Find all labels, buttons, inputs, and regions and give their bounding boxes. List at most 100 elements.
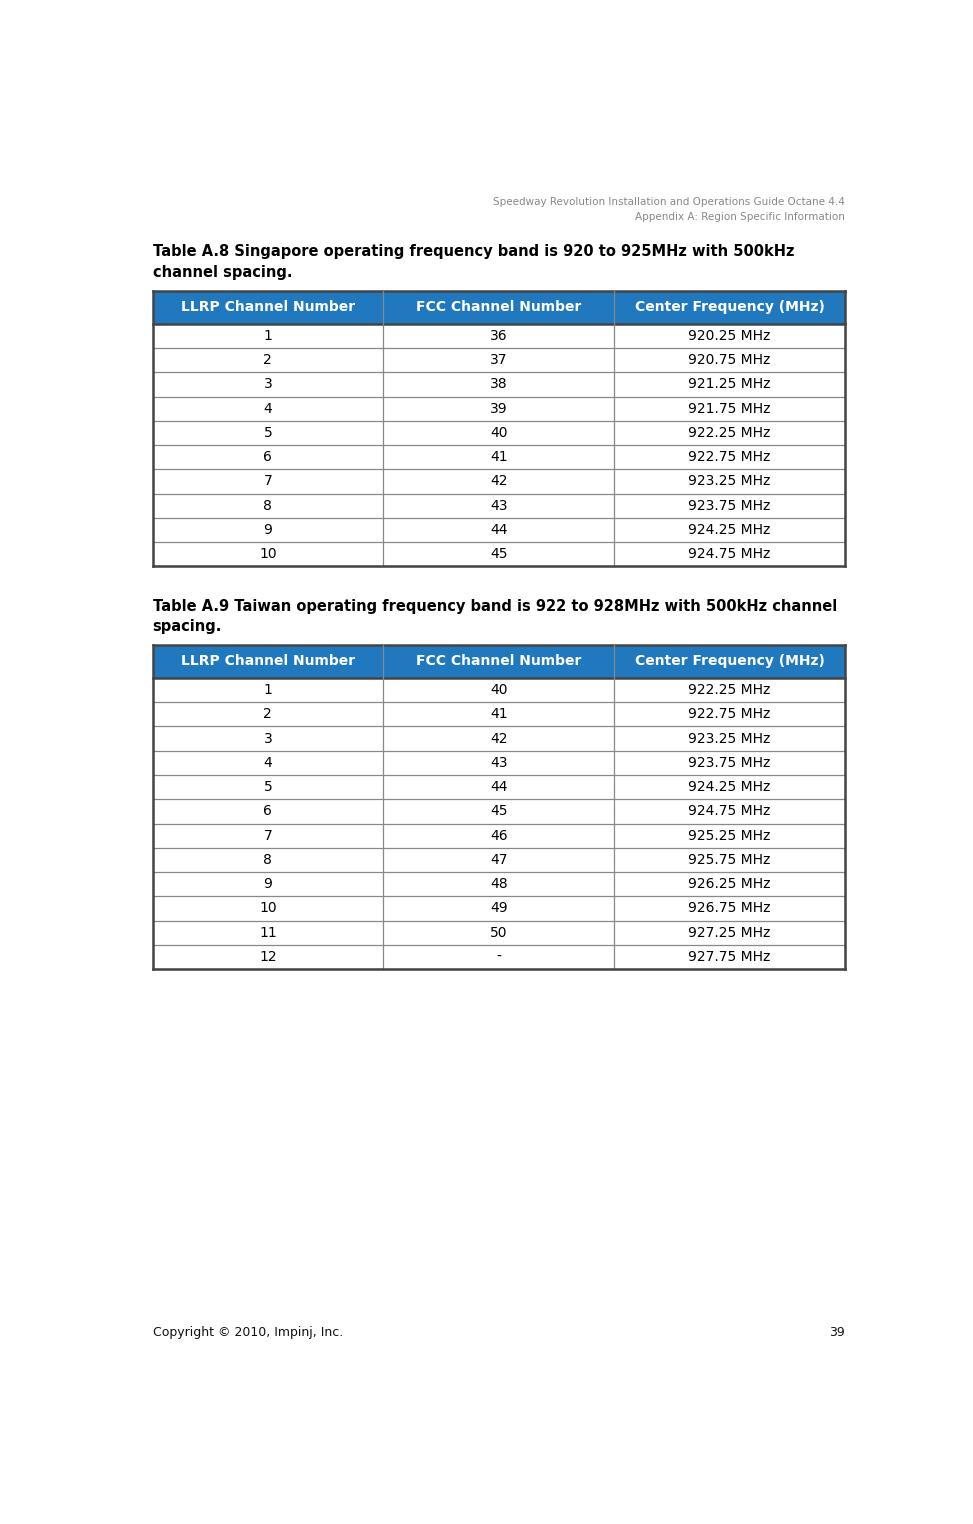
Text: 10: 10 — [259, 547, 276, 561]
Text: 923.75 MHz: 923.75 MHz — [688, 756, 771, 770]
Text: 3: 3 — [264, 378, 272, 392]
Text: -: - — [496, 949, 501, 963]
Text: 923.25 MHz: 923.25 MHz — [688, 474, 771, 489]
Text: 925.75 MHz: 925.75 MHz — [688, 853, 771, 867]
Text: 38: 38 — [489, 378, 508, 392]
Bar — [153, 494, 845, 518]
Text: 40: 40 — [490, 683, 507, 696]
Text: Center Frequency (MHz): Center Frequency (MHz) — [634, 654, 824, 669]
Text: 921.75 MHz: 921.75 MHz — [688, 402, 771, 416]
Bar — [153, 421, 845, 445]
Text: Copyright © 2010, Impinj, Inc.: Copyright © 2010, Impinj, Inc. — [153, 1326, 342, 1340]
Bar — [153, 703, 845, 727]
Bar — [153, 823, 845, 847]
Text: 925.25 MHz: 925.25 MHz — [688, 829, 771, 843]
Text: 43: 43 — [490, 756, 507, 770]
Text: 6: 6 — [264, 805, 272, 818]
Text: 8: 8 — [264, 853, 272, 867]
Text: 2: 2 — [264, 707, 272, 721]
Text: 42: 42 — [490, 474, 507, 489]
Text: 924.75 MHz: 924.75 MHz — [688, 805, 771, 818]
Text: Table A.9 Taiwan operating frequency band is 922 to 928MHz with 500kHz channel: Table A.9 Taiwan operating frequency ban… — [153, 599, 837, 614]
Text: 9: 9 — [264, 878, 272, 892]
Bar — [153, 291, 845, 323]
Text: 927.25 MHz: 927.25 MHz — [688, 925, 771, 940]
Text: Table A.8 Singapore operating frequency band is 920 to 925MHz with 500kHz: Table A.8 Singapore operating frequency … — [153, 244, 794, 259]
Text: 926.25 MHz: 926.25 MHz — [688, 878, 771, 892]
Text: 8: 8 — [264, 498, 272, 512]
Bar — [153, 645, 845, 678]
Text: 7: 7 — [264, 829, 272, 843]
Text: 47: 47 — [490, 853, 507, 867]
Bar — [153, 896, 845, 920]
Text: 10: 10 — [259, 901, 276, 916]
Text: 49: 49 — [489, 901, 508, 916]
Bar — [153, 396, 845, 421]
Text: 37: 37 — [490, 354, 507, 367]
Text: 45: 45 — [490, 547, 507, 561]
Text: FCC Channel Number: FCC Channel Number — [416, 654, 581, 669]
Text: 48: 48 — [489, 878, 508, 892]
Text: 923.25 MHz: 923.25 MHz — [688, 732, 771, 745]
Text: 4: 4 — [264, 756, 272, 770]
Text: 44: 44 — [490, 523, 507, 536]
Bar — [153, 920, 845, 945]
Text: 3: 3 — [264, 732, 272, 745]
Text: 1: 1 — [264, 683, 272, 696]
Text: 924.75 MHz: 924.75 MHz — [688, 547, 771, 561]
Bar — [153, 847, 845, 872]
Text: 41: 41 — [489, 450, 508, 465]
Text: channel spacing.: channel spacing. — [153, 265, 292, 279]
Text: spacing.: spacing. — [153, 619, 222, 634]
Text: 923.75 MHz: 923.75 MHz — [688, 498, 771, 512]
Text: 2: 2 — [264, 354, 272, 367]
Text: 39: 39 — [829, 1326, 845, 1340]
Text: 1: 1 — [264, 329, 272, 343]
Text: 924.25 MHz: 924.25 MHz — [688, 780, 771, 794]
Text: 920.25 MHz: 920.25 MHz — [688, 329, 771, 343]
Text: 922.25 MHz: 922.25 MHz — [688, 425, 771, 440]
Text: 41: 41 — [489, 707, 508, 721]
Text: 44: 44 — [490, 780, 507, 794]
Text: Speedway Revolution Installation and Operations Guide Octane 4.4: Speedway Revolution Installation and Ope… — [493, 197, 845, 207]
Text: 46: 46 — [489, 829, 508, 843]
Text: 12: 12 — [259, 949, 276, 963]
Bar — [153, 776, 845, 799]
Bar — [153, 678, 845, 703]
Bar — [153, 799, 845, 823]
Text: 922.75 MHz: 922.75 MHz — [688, 450, 771, 465]
Bar — [153, 727, 845, 751]
Bar — [153, 872, 845, 896]
Text: LLRP Channel Number: LLRP Channel Number — [181, 654, 355, 669]
Bar — [153, 323, 845, 347]
Bar — [153, 543, 845, 567]
Text: 36: 36 — [489, 329, 508, 343]
Text: 922.75 MHz: 922.75 MHz — [688, 707, 771, 721]
Bar — [153, 945, 845, 969]
Bar — [153, 751, 845, 776]
Bar — [153, 347, 845, 372]
Text: FCC Channel Number: FCC Channel Number — [416, 300, 581, 314]
Text: 11: 11 — [259, 925, 276, 940]
Bar — [153, 445, 845, 469]
Text: 42: 42 — [490, 732, 507, 745]
Text: 7: 7 — [264, 474, 272, 489]
Bar — [153, 518, 845, 543]
Bar — [153, 372, 845, 396]
Text: LLRP Channel Number: LLRP Channel Number — [181, 300, 355, 314]
Text: 927.75 MHz: 927.75 MHz — [688, 949, 771, 963]
Text: 920.75 MHz: 920.75 MHz — [688, 354, 771, 367]
Text: 924.25 MHz: 924.25 MHz — [688, 523, 771, 536]
Text: 922.25 MHz: 922.25 MHz — [688, 683, 771, 696]
Text: 5: 5 — [264, 425, 272, 440]
Text: 43: 43 — [490, 498, 507, 512]
Text: 40: 40 — [490, 425, 507, 440]
Text: 5: 5 — [264, 780, 272, 794]
Text: 921.25 MHz: 921.25 MHz — [688, 378, 771, 392]
Bar — [153, 469, 845, 494]
Text: 6: 6 — [264, 450, 272, 465]
Text: 50: 50 — [490, 925, 507, 940]
Text: 926.75 MHz: 926.75 MHz — [688, 901, 771, 916]
Text: 9: 9 — [264, 523, 272, 536]
Text: 39: 39 — [489, 402, 508, 416]
